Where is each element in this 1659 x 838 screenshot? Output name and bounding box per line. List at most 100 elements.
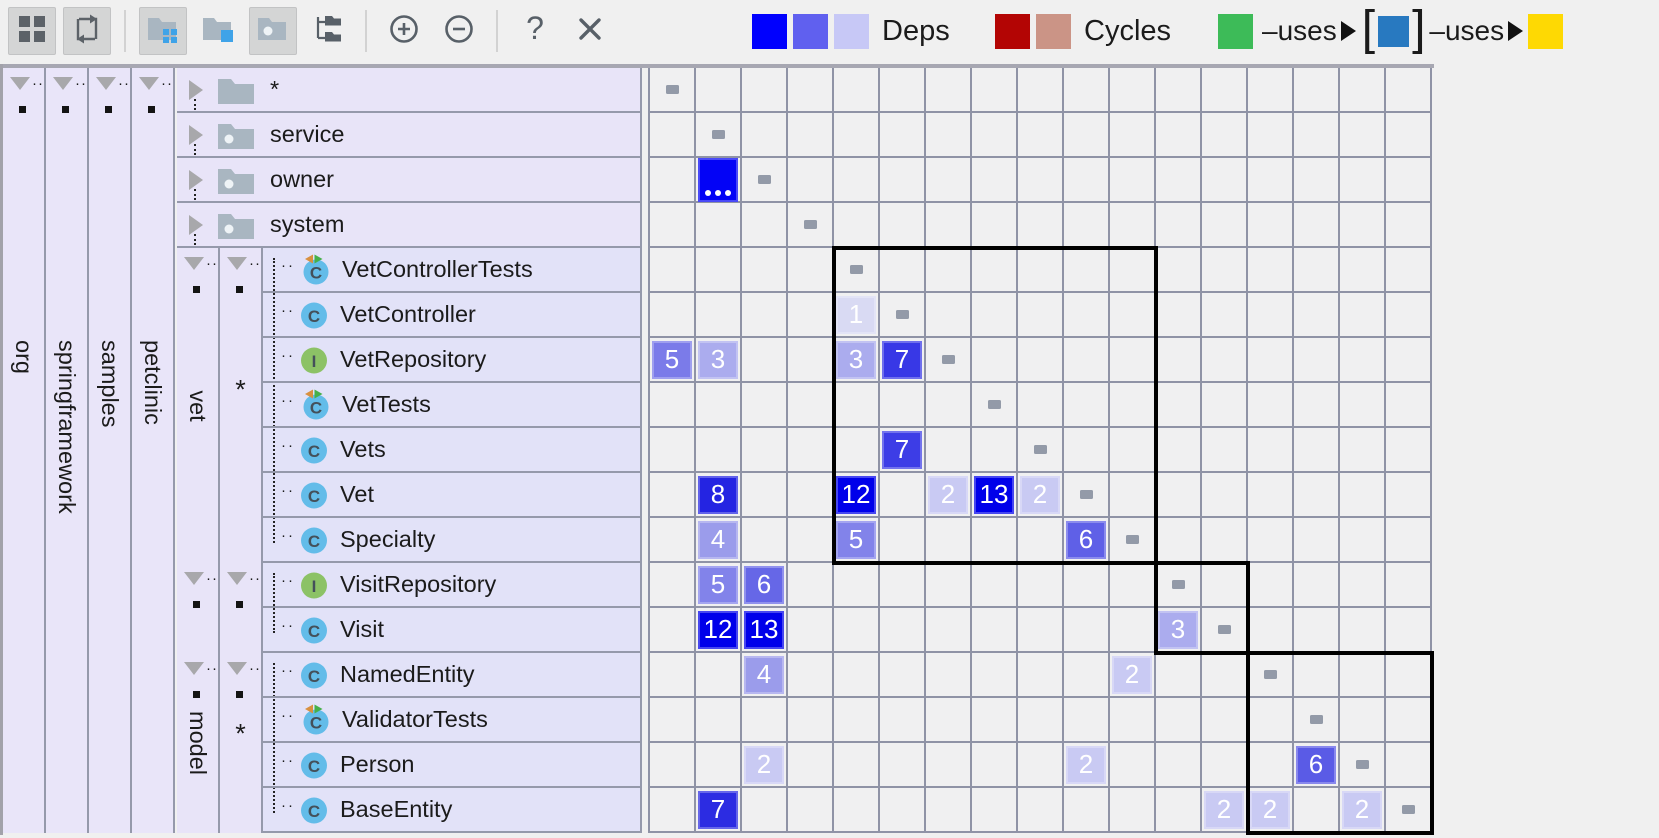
matrix-cell-validatortests--vetcontroller[interactable] [880,698,926,743]
matrix-cell-vetcontroller--visitrepository[interactable] [1156,293,1202,338]
matrix-cell-namedentity--visitrepository[interactable] [1156,653,1202,698]
matrix-cell-vets--vets[interactable] [1018,428,1064,473]
matrix-cell-owner--person[interactable] [1340,158,1386,203]
matrix-cell-vetcontrollertests--vetcontroller[interactable] [880,248,926,293]
matrix-cell-visit--owner[interactable]: 13 [742,608,788,653]
matrix-cell-vet--vetrepository[interactable]: 2 [926,473,972,518]
tree-row-validatortests[interactable]: ·· C ValidatorTests [263,698,640,743]
matrix-cell-owner--vetrepository[interactable] [926,158,972,203]
matrix-cell-service--vets[interactable] [1018,113,1064,158]
matrix-cell-visit--vetcontrollertests[interactable] [834,608,880,653]
matrix-cell-person--visitrepository[interactable] [1156,743,1202,788]
matrix-cell-validatortests--validatortests[interactable] [1294,698,1340,743]
matrix-cell-visit--baseentity[interactable] [1386,608,1432,653]
matrix-cell-vettests--baseentity[interactable] [1386,383,1432,428]
matrix-cell-vetrepository--vetcontrollertests[interactable]: 3 [834,338,880,383]
matrix-cell-visit--service[interactable]: 12 [696,608,742,653]
collapse-triangle-icon[interactable] [227,572,247,585]
matrix-cell-vettests--vetcontrollertests[interactable] [834,383,880,428]
matrix-cell-visitrepository--validatortests[interactable] [1294,563,1340,608]
matrix-cell-visitrepository--namedentity[interactable] [1248,563,1294,608]
matrix-cell-person--namedentity[interactable] [1248,743,1294,788]
matrix-cell-specialty--baseentity[interactable] [1386,518,1432,563]
matrix-cell-validatortests--vets[interactable] [1018,698,1064,743]
matrix-cell-namedentity--vettests[interactable] [972,653,1018,698]
matrix-cell-vet--vettests[interactable]: 13 [972,473,1018,518]
matrix-cell-specialty--star[interactable] [650,518,696,563]
matrix-cell-specialty--visit[interactable] [1202,518,1248,563]
matrix-cell-vetrepository--vettests[interactable] [972,338,1018,383]
matrix-cell-service--baseentity[interactable] [1386,113,1432,158]
matrix-cell-vetcontroller--vetcontrollertests[interactable]: 1 [834,293,880,338]
matrix-cell-visit--vets[interactable] [1018,608,1064,653]
matrix-cell-vetcontroller--vettests[interactable] [972,293,1018,338]
matrix-cell-vets--vetrepository[interactable] [926,428,972,473]
matrix-cell-star--vetrepository[interactable] [926,68,972,113]
matrix-cell-vets--system[interactable] [788,428,834,473]
matrix-cell-star--baseentity[interactable] [1386,68,1432,113]
group-subcolumn[interactable]: ·· [220,563,263,653]
collapse-triangle-icon[interactable] [53,77,73,90]
matrix-cell-specialty--visitrepository[interactable] [1156,518,1202,563]
matrix-cell-baseentity--vet[interactable] [1064,788,1110,833]
matrix-cell-validatortests--visit[interactable] [1202,698,1248,743]
tree-row-visitrepository[interactable]: ·· I VisitRepository [263,563,640,608]
matrix-cell-vetcontrollertests--baseentity[interactable] [1386,248,1432,293]
matrix-cell-vetrepository--baseentity[interactable] [1386,338,1432,383]
matrix-cell-validatortests--baseentity[interactable] [1386,698,1432,743]
matrix-cell-vetrepository--owner[interactable] [742,338,788,383]
matrix-cell-namedentity--person[interactable] [1340,653,1386,698]
tree-row-star[interactable]: * [177,68,640,113]
matrix-cell-service--validatortests[interactable] [1294,113,1340,158]
matrix-cell-system--vets[interactable] [1018,203,1064,248]
matrix-cell-service--specialty[interactable] [1110,113,1156,158]
matrix-cell-person--person[interactable] [1340,743,1386,788]
matrix-cell-person--star[interactable] [650,743,696,788]
flatten-packages-button[interactable] [194,7,242,55]
matrix-cell-specialty--vetrepository[interactable] [926,518,972,563]
package-column-petclinic[interactable]: ·· petclinic [132,68,175,833]
matrix-cell-baseentity--person[interactable]: 2 [1340,788,1386,833]
matrix-cell-star--star[interactable] [650,68,696,113]
matrix-cell-vetcontrollertests--visit[interactable] [1202,248,1248,293]
matrix-cell-vet--star[interactable] [650,473,696,518]
matrix-cell-baseentity--vetcontrollertests[interactable] [834,788,880,833]
matrix-cell-vet--owner[interactable] [742,473,788,518]
matrix-cell-vetrepository--service[interactable]: 3 [696,338,742,383]
matrix-cell-vet--service[interactable]: 8 [696,473,742,518]
collapse-triangle-icon[interactable] [184,572,204,585]
matrix-cell-visitrepository--person[interactable] [1340,563,1386,608]
matrix-cell-vetcontrollertests--system[interactable] [788,248,834,293]
matrix-cell-visitrepository--vets[interactable] [1018,563,1064,608]
matrix-cell-person--vetcontroller[interactable] [880,743,926,788]
matrix-cell-vetcontrollertests--namedentity[interactable] [1248,248,1294,293]
matrix-cell-baseentity--service[interactable]: 7 [696,788,742,833]
matrix-cell-vet--vetcontroller[interactable] [880,473,926,518]
matrix-cell-specialty--owner[interactable] [742,518,788,563]
matrix-cell-vetrepository--visit[interactable] [1202,338,1248,383]
matrix-cell-validatortests--person[interactable] [1340,698,1386,743]
matrix-cell-validatortests--vet[interactable] [1064,698,1110,743]
matrix-cell-vets--vetcontrollertests[interactable] [834,428,880,473]
matrix-cell-visit--vettests[interactable] [972,608,1018,653]
collapse-triangle-icon[interactable] [10,77,30,90]
matrix-cell-visitrepository--system[interactable] [788,563,834,608]
expand-arrow-icon[interactable] [189,79,203,100]
matrix-cell-person--baseentity[interactable] [1386,743,1432,788]
matrix-cell-vets--baseentity[interactable] [1386,428,1432,473]
tree-row-vets[interactable]: ·· C Vets [263,428,640,473]
matrix-cell-owner--visitrepository[interactable] [1156,158,1202,203]
matrix-cell-vet--baseentity[interactable] [1386,473,1432,518]
tree-structure-button[interactable] [304,7,352,55]
matrix-cell-vetrepository--vets[interactable] [1018,338,1064,383]
matrix-cell-owner--vetcontrollertests[interactable] [834,158,880,203]
matrix-cell-baseentity--vets[interactable] [1018,788,1064,833]
help-button[interactable]: ? [511,7,559,55]
matrix-cell-vettests--vetrepository[interactable] [926,383,972,428]
matrix-cell-specialty--vet[interactable]: 6 [1064,518,1110,563]
matrix-cell-namedentity--vets[interactable] [1018,653,1064,698]
matrix-cell-baseentity--vetcontroller[interactable] [880,788,926,833]
group-column[interactable]: ·· [177,563,220,653]
matrix-cell-vetrepository--star[interactable]: 5 [650,338,696,383]
matrix-cell-baseentity--validatortests[interactable] [1294,788,1340,833]
